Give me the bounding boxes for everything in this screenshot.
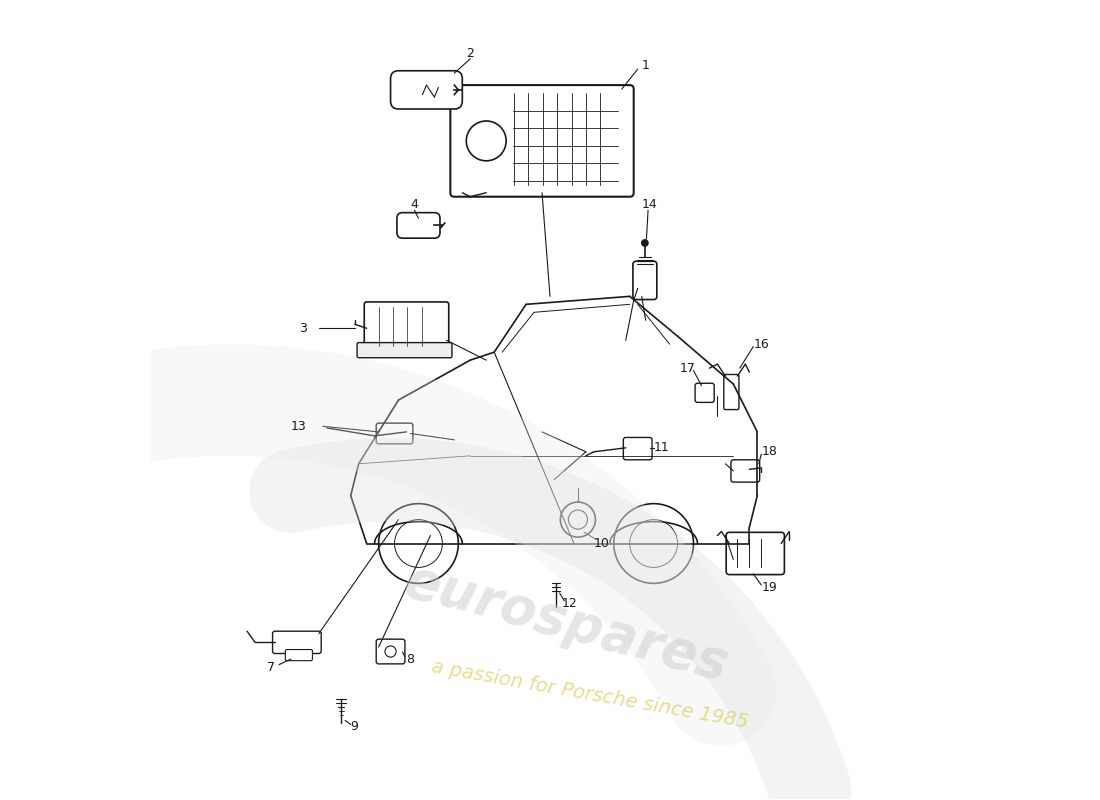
FancyBboxPatch shape: [732, 460, 760, 482]
Text: 1: 1: [641, 58, 650, 72]
Text: 14: 14: [641, 198, 658, 211]
FancyBboxPatch shape: [390, 70, 462, 109]
Text: 3: 3: [299, 322, 307, 334]
Text: 9: 9: [351, 720, 359, 734]
Text: 10: 10: [594, 537, 609, 550]
FancyBboxPatch shape: [364, 302, 449, 350]
FancyBboxPatch shape: [285, 650, 312, 661]
FancyBboxPatch shape: [695, 383, 714, 402]
Text: 18: 18: [761, 446, 778, 458]
Text: 17: 17: [679, 362, 695, 374]
Text: 19: 19: [761, 581, 777, 594]
Text: 4: 4: [410, 198, 418, 211]
Circle shape: [641, 240, 648, 246]
Text: 12: 12: [562, 597, 578, 610]
FancyBboxPatch shape: [358, 342, 452, 358]
Text: a passion for Porsche since 1985: a passion for Porsche since 1985: [430, 658, 750, 732]
FancyBboxPatch shape: [726, 532, 784, 574]
FancyBboxPatch shape: [624, 438, 652, 460]
Text: 8: 8: [407, 653, 415, 666]
Text: 7: 7: [267, 661, 275, 674]
FancyBboxPatch shape: [397, 213, 440, 238]
Text: 16: 16: [754, 338, 769, 350]
Text: 2: 2: [466, 46, 474, 60]
FancyBboxPatch shape: [376, 423, 412, 444]
FancyBboxPatch shape: [724, 374, 739, 410]
FancyBboxPatch shape: [450, 85, 634, 197]
FancyBboxPatch shape: [632, 262, 657, 299]
Text: 13: 13: [292, 420, 307, 433]
Text: 11: 11: [653, 442, 670, 454]
Text: eurospares: eurospares: [398, 555, 734, 691]
FancyBboxPatch shape: [376, 639, 405, 664]
FancyBboxPatch shape: [273, 631, 321, 654]
